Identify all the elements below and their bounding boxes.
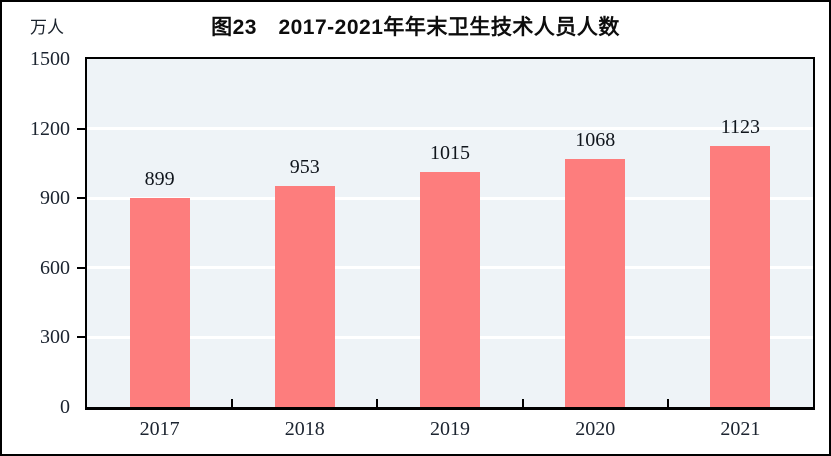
y-axis-tick-mark: [77, 127, 86, 130]
bar-2021: [710, 146, 771, 407]
gridline-1200: [87, 127, 813, 131]
bar-2017: [129, 198, 190, 407]
bar-2019: [420, 171, 480, 407]
x-axis-tick-mark: [231, 399, 234, 407]
bar-value-label-2021: 1123: [720, 116, 761, 139]
y-axis-tick-mark: [77, 197, 86, 200]
y-tick-label-0: 0: [60, 396, 70, 418]
y-tick-label-300: 300: [40, 326, 70, 349]
x-category-label-2018: 2018: [284, 418, 325, 440]
x-axis-tick-mark: [521, 399, 524, 407]
x-axis-tick-mark: [376, 399, 379, 407]
bar-value-label-2019: 1015: [430, 141, 470, 164]
x-category-label-2017: 2017: [139, 418, 180, 440]
y-axis-tick-mark: [77, 266, 86, 269]
bar-value-label-2018: 953: [289, 155, 320, 178]
x-category-label-2021: 2021: [720, 418, 761, 440]
y-tick-label-1500: 1500: [30, 48, 70, 70]
bar-value-label-2017: 899: [144, 168, 175, 191]
x-axis-tick-mark: [666, 399, 669, 407]
bar-2020: [565, 159, 626, 407]
x-category-label-2020: 2020: [575, 418, 616, 440]
bar-value-label-2020: 1068: [575, 129, 616, 152]
y-axis-unit-label: 万人: [30, 18, 64, 37]
y-tick-label-900: 900: [40, 187, 70, 210]
plot-area: 899 953 1015 1068 1123: [85, 57, 815, 410]
y-tick-label-1200: 1200: [30, 117, 70, 140]
bar-2018: [274, 185, 335, 407]
chart-title: 图23 2017-2021年年末卫生技术人员人数: [211, 16, 620, 39]
plot-inner: 899 953 1015 1068 1123: [87, 59, 813, 407]
x-category-label-2019: 2019: [430, 418, 470, 440]
y-tick-label-600: 600: [40, 256, 70, 279]
y-axis-tick-mark: [77, 336, 86, 339]
